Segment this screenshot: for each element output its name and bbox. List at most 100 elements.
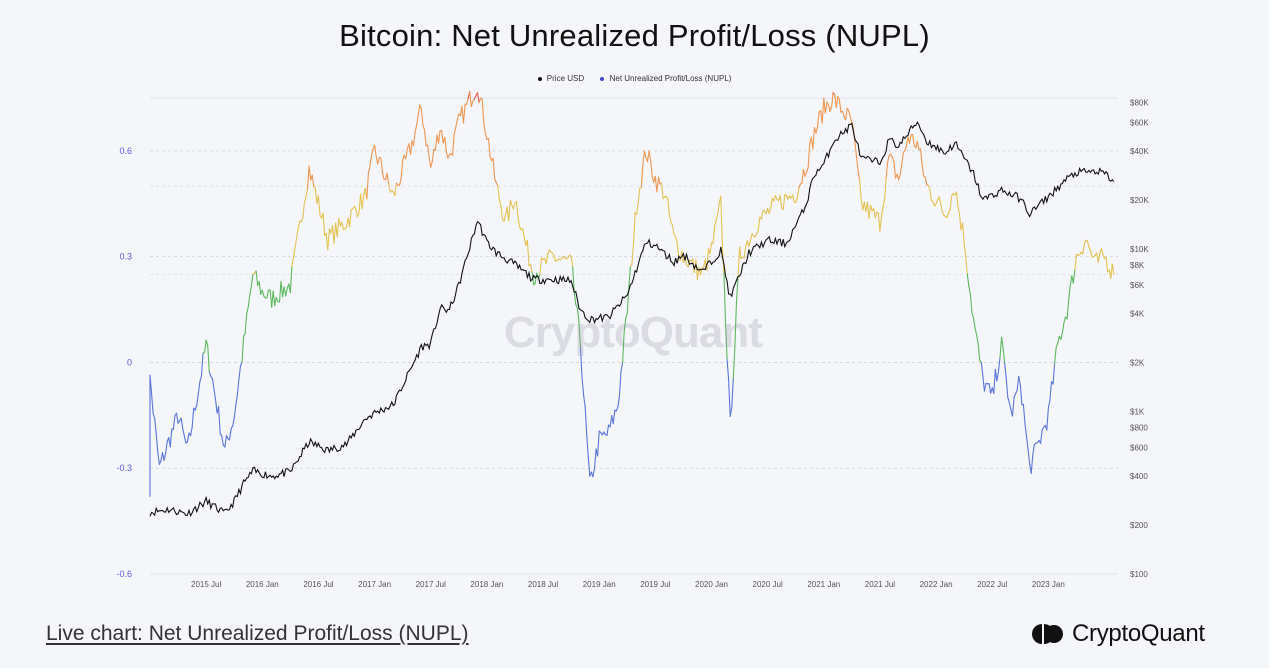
nupl-segment bbox=[1054, 346, 1057, 364]
nupl-segment bbox=[609, 415, 613, 428]
nupl-segment bbox=[706, 248, 709, 271]
nupl-segment bbox=[898, 173, 901, 181]
nupl-segment bbox=[297, 220, 301, 229]
right-tick-label: $6K bbox=[1130, 281, 1145, 290]
nupl-segment bbox=[367, 165, 371, 174]
nupl-segment bbox=[182, 428, 185, 437]
nupl-segment bbox=[731, 377, 734, 408]
nupl-segment bbox=[854, 142, 858, 158]
nupl-segment bbox=[272, 290, 276, 307]
nupl-segment bbox=[1057, 335, 1060, 344]
nupl-segment bbox=[498, 199, 502, 207]
nupl-segment bbox=[423, 129, 427, 147]
nupl-segment bbox=[417, 104, 421, 116]
nupl-segment bbox=[495, 181, 499, 187]
nupl-segment bbox=[175, 412, 179, 424]
nupl-segment bbox=[515, 201, 519, 219]
nupl-segment bbox=[625, 312, 628, 320]
nupl-segment bbox=[441, 130, 444, 144]
nupl-segment bbox=[938, 196, 942, 205]
x-tick-label: 2019 Jul bbox=[640, 580, 670, 589]
legend-item-price[interactable]: Price USD bbox=[537, 74, 584, 83]
nupl-segment bbox=[905, 136, 909, 147]
nupl-segment bbox=[197, 381, 201, 394]
nupl-segment bbox=[735, 276, 739, 305]
nupl-segment bbox=[478, 97, 482, 104]
nupl-segment bbox=[1102, 254, 1106, 260]
nupl-segment bbox=[841, 110, 845, 118]
nupl-segment bbox=[804, 171, 808, 177]
nupl-segment bbox=[617, 394, 621, 408]
nupl-segment bbox=[834, 94, 837, 108]
nupl-segment bbox=[317, 195, 321, 216]
nupl-segment bbox=[545, 253, 549, 265]
live-chart-link[interactable]: Live chart: Net Unrealized Profit/Loss (… bbox=[46, 622, 469, 645]
nupl-segment bbox=[597, 430, 600, 457]
nupl-segment bbox=[868, 204, 872, 219]
nupl-segment bbox=[1068, 285, 1071, 300]
nupl-segment bbox=[1024, 423, 1028, 437]
nupl-segment bbox=[1013, 393, 1017, 398]
nupl-segment bbox=[434, 134, 438, 151]
nupl-segment bbox=[500, 204, 504, 220]
nupl-segment bbox=[994, 369, 998, 382]
right-tick-label: $40K bbox=[1130, 147, 1149, 156]
nupl-segment bbox=[782, 194, 786, 210]
nupl-segment bbox=[356, 212, 360, 218]
nupl-segment bbox=[413, 131, 416, 147]
nupl-segment bbox=[402, 154, 405, 161]
nupl-segment bbox=[183, 435, 187, 444]
nupl-segment bbox=[455, 119, 458, 129]
nupl-segment bbox=[980, 361, 984, 377]
nupl-segment bbox=[386, 172, 390, 185]
nupl-segment bbox=[773, 194, 776, 202]
nupl-segment bbox=[444, 136, 447, 153]
nupl-segment bbox=[244, 313, 248, 335]
nupl-segment bbox=[1025, 435, 1029, 451]
nupl-segment bbox=[1040, 429, 1043, 444]
nupl-segment bbox=[398, 178, 402, 187]
nupl-segment bbox=[355, 208, 358, 218]
nupl-segment bbox=[218, 406, 221, 435]
nupl-segment bbox=[587, 456, 591, 477]
nupl-segment bbox=[154, 418, 157, 434]
nupl-segment bbox=[796, 187, 800, 199]
nupl-segment bbox=[946, 211, 950, 219]
nupl-segment bbox=[294, 237, 298, 249]
nupl-segment bbox=[792, 194, 795, 203]
nupl-segment bbox=[835, 96, 839, 108]
nupl-segment bbox=[1001, 336, 1004, 349]
nupl-segment bbox=[473, 94, 477, 100]
nupl-segment bbox=[1019, 383, 1023, 406]
nupl-segment bbox=[1061, 321, 1065, 334]
nupl-segment bbox=[246, 306, 249, 315]
nupl-segment bbox=[314, 187, 318, 204]
nupl-segment bbox=[901, 152, 904, 165]
nupl-segment bbox=[1049, 381, 1053, 401]
nupl-segment bbox=[734, 303, 737, 347]
nupl-segment bbox=[285, 287, 288, 297]
nupl-segment bbox=[361, 194, 365, 210]
nupl-segment bbox=[509, 199, 513, 206]
nupl-segment bbox=[292, 246, 296, 258]
nupl-segment bbox=[816, 111, 820, 128]
nupl-segment bbox=[239, 361, 243, 367]
nupl-segment bbox=[884, 176, 887, 201]
nupl-segment bbox=[1030, 454, 1034, 474]
brand-logo: CryptoQuant bbox=[1030, 618, 1205, 650]
nupl-segment bbox=[380, 157, 383, 173]
nupl-segment bbox=[724, 321, 728, 361]
nupl-segment bbox=[484, 132, 488, 141]
right-tick-label: $600 bbox=[1130, 444, 1148, 453]
nupl-segment bbox=[974, 327, 978, 336]
nupl-segment bbox=[618, 370, 622, 397]
nupl-segment bbox=[476, 92, 480, 104]
legend-item-nupl[interactable]: Net Unrealized Profit/Loss (NUPL) bbox=[600, 74, 731, 83]
left-tick-label: 0 bbox=[127, 357, 132, 367]
nupl-segment bbox=[798, 183, 801, 189]
nupl-segment bbox=[400, 159, 404, 180]
nupl-segment bbox=[969, 293, 973, 314]
nupl-segment bbox=[232, 417, 235, 427]
nupl-segment bbox=[715, 213, 719, 222]
nupl-segment bbox=[671, 224, 675, 236]
